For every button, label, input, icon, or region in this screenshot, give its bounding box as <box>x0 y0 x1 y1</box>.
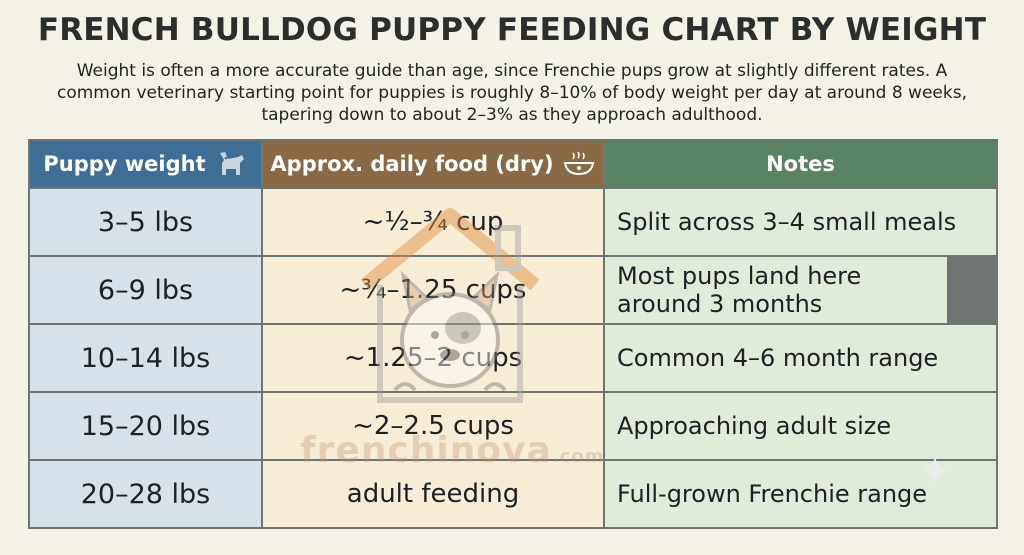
header-puppy-weight: Puppy weight <box>30 141 261 187</box>
food-bowl-icon <box>562 149 596 179</box>
row-4-food: ~2–2.5 cups <box>263 393 603 459</box>
row-4-weight: 15–20 lbs <box>30 393 261 459</box>
feeding-table: Puppy weight Approx. daily food (dry) No… <box>28 139 998 529</box>
header-notes-label: Notes <box>766 152 835 176</box>
dog-icon <box>214 149 248 179</box>
header-notes: Notes <box>605 141 996 187</box>
row-1-weight: 3–5 lbs <box>30 189 261 255</box>
row-3-weight: 10–14 lbs <box>30 325 261 391</box>
row-2-weight: 6–9 lbs <box>30 257 261 323</box>
row-5-weight: 20–28 lbs <box>30 461 261 527</box>
row-5-notes: Full-grown Frenchie range <box>605 461 996 527</box>
row-1-food: ~½–¾ cup <box>263 189 603 255</box>
page-subtitle: Weight is often a more accurate guide th… <box>57 61 967 125</box>
row-2-food: ~¾–1.25 cups <box>263 257 603 323</box>
row-3-food: ~1.25–2 cups <box>263 325 603 391</box>
row-5-food: adult feeding <box>263 461 603 527</box>
header-daily-food: Approx. daily food (dry) <box>263 141 603 187</box>
header-puppy-weight-label: Puppy weight <box>43 152 206 176</box>
row-2-notes: Most pups land here around 3 months <box>605 257 947 323</box>
row-1-notes: Split across 3–4 small meals <box>605 189 996 255</box>
row-4-notes: Approaching adult size <box>605 393 996 459</box>
row-3-notes: Common 4–6 month range <box>605 325 996 391</box>
header-daily-food-label: Approx. daily food (dry) <box>270 152 554 176</box>
page-title: FRENCH BULLDOG PUPPY FEEDING CHART BY WE… <box>37 12 987 48</box>
